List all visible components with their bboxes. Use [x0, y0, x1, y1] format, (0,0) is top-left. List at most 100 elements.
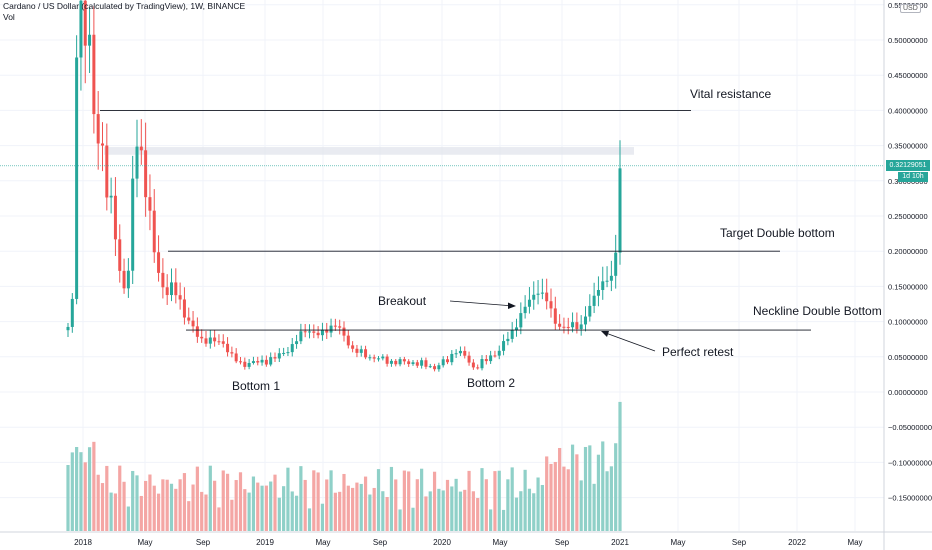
candle-body — [269, 357, 273, 365]
volume-bar — [178, 479, 182, 531]
candle-body — [131, 178, 135, 271]
volume-bar — [195, 466, 199, 531]
volume-bar — [148, 474, 152, 531]
candle-body — [325, 329, 329, 333]
volume-bar — [420, 468, 424, 531]
candle-body — [476, 367, 480, 369]
volume-bar — [307, 508, 312, 531]
candle-body — [381, 356, 385, 359]
volume-bar — [489, 509, 493, 531]
candle-body — [105, 145, 109, 198]
candle-body — [161, 272, 165, 288]
volume-bar — [609, 466, 613, 531]
volume-bar — [329, 470, 333, 531]
candle-body — [433, 366, 437, 370]
breakout-arrow — [449, 300, 516, 309]
volume-bar — [299, 466, 303, 531]
volume-bar — [445, 479, 450, 531]
volume-bar — [87, 447, 92, 531]
candle-body — [157, 252, 161, 273]
candle-body — [139, 146, 143, 151]
candle-body — [372, 357, 376, 359]
candle-body — [389, 360, 393, 364]
candle-body — [527, 299, 531, 307]
candle-body — [566, 326, 570, 328]
candle-body — [411, 362, 415, 365]
candle-body — [256, 361, 260, 363]
candle-body — [200, 336, 204, 339]
volume-bar — [540, 484, 544, 531]
symbol-title[interactable]: Cardano / US Dollar (calculated by Tradi… — [3, 1, 246, 11]
volume-bar — [100, 483, 105, 531]
candle-body — [101, 143, 104, 146]
candles — [66, 0, 622, 372]
volume-bar — [476, 498, 480, 531]
volume-bar — [200, 491, 204, 531]
candle-body — [299, 331, 303, 342]
volume-bar — [96, 474, 100, 531]
candle-body — [230, 352, 234, 354]
candle-body — [277, 353, 281, 359]
candle-body — [70, 298, 74, 327]
volume-bar — [251, 476, 256, 531]
volume-bar — [618, 401, 622, 531]
volume-bar — [70, 452, 74, 531]
volume-bar — [165, 479, 169, 531]
volume-bar — [532, 493, 536, 531]
x-tick-label: Sep — [196, 538, 211, 547]
volume-bar — [325, 479, 329, 531]
volume-bar — [333, 492, 337, 531]
volume-bar — [92, 441, 96, 531]
volume-bar — [437, 488, 441, 531]
volume-label[interactable]: Vol — [3, 12, 15, 22]
x-tick-label: May — [670, 538, 685, 547]
x-tick-label: 2020 — [433, 538, 451, 547]
candle-body — [519, 313, 523, 328]
candle-body — [316, 332, 320, 336]
volume-bar — [118, 465, 122, 531]
candle-body — [540, 292, 544, 294]
label-vital-resistance: Vital resistance — [690, 87, 771, 101]
candle-body — [191, 320, 195, 327]
volume-bar — [432, 471, 437, 531]
volume-bar — [144, 480, 148, 531]
x-tick-label: 2022 — [788, 538, 806, 547]
candle-body — [342, 327, 346, 336]
candle-body — [415, 362, 419, 366]
volume-bar — [484, 479, 488, 531]
volume-bar — [501, 509, 506, 531]
currency-badge[interactable]: USD — [900, 4, 921, 13]
candle-body — [286, 352, 290, 354]
candle-body — [562, 326, 566, 328]
volume-bar — [105, 465, 109, 531]
candle-body — [571, 322, 575, 328]
volume-bar — [346, 485, 350, 531]
candle-body — [113, 195, 117, 240]
candle-body — [178, 295, 182, 300]
volume-bar — [75, 446, 79, 531]
volume-bar — [398, 509, 402, 531]
candle-body — [92, 34, 96, 115]
volume-bar — [363, 476, 368, 531]
volume-bar — [536, 477, 540, 531]
candle-body — [553, 308, 557, 324]
volume-bar — [549, 463, 553, 531]
candle-body — [295, 341, 299, 345]
candle-body — [320, 329, 324, 336]
candle-body — [437, 365, 441, 370]
volume-bar — [290, 491, 294, 531]
candle-body — [243, 361, 247, 367]
candle-body — [605, 280, 609, 282]
volume-bar — [238, 472, 243, 531]
candle-body — [152, 210, 156, 253]
candle-body — [221, 341, 225, 344]
volume-bar — [583, 446, 588, 531]
y-tick-label: −0.15000000 — [888, 494, 932, 503]
volume-bar — [83, 462, 87, 531]
volume-bar — [234, 480, 238, 531]
volume-bar — [562, 466, 566, 531]
x-tick-label: Sep — [373, 538, 388, 547]
candle-body — [118, 239, 122, 271]
current-price-tag: 0.32129051 — [886, 160, 930, 171]
